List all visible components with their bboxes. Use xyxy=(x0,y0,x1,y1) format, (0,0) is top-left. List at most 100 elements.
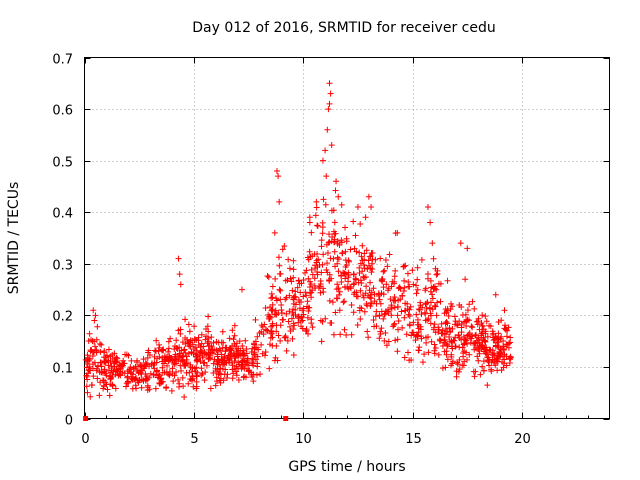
data-point xyxy=(254,353,261,360)
data-point xyxy=(360,294,367,301)
data-point xyxy=(331,219,338,226)
data-point xyxy=(342,275,349,282)
data-point xyxy=(105,346,112,353)
y-axis-label: SRMTID / TECUs xyxy=(6,182,22,295)
data-point xyxy=(342,224,349,231)
baseline-marker xyxy=(83,416,89,421)
data-point xyxy=(147,370,154,377)
data-point xyxy=(466,329,473,336)
data-point xyxy=(187,361,194,368)
data-point xyxy=(356,264,363,271)
data-point xyxy=(325,106,332,113)
data-point xyxy=(254,333,261,340)
y-tick-label: 0.4 xyxy=(52,207,73,222)
data-point xyxy=(257,371,264,378)
data-point xyxy=(354,293,361,300)
data-point xyxy=(193,378,200,385)
data-point xyxy=(451,321,458,328)
data-point xyxy=(268,323,275,330)
data-point xyxy=(176,271,183,278)
data-point xyxy=(474,321,481,328)
data-point xyxy=(361,256,368,263)
data-point xyxy=(323,266,330,273)
data-point xyxy=(422,317,429,324)
data-point xyxy=(442,306,449,313)
data-point xyxy=(207,385,214,392)
data-point xyxy=(395,285,402,292)
data-point xyxy=(438,320,445,327)
data-point xyxy=(414,332,421,339)
data-point xyxy=(444,277,451,284)
data-point xyxy=(213,338,220,345)
data-point xyxy=(383,342,390,349)
data-point xyxy=(288,278,295,285)
data-point xyxy=(251,351,258,358)
data-point xyxy=(423,305,430,312)
data-point xyxy=(413,331,420,338)
data-point xyxy=(128,357,135,364)
data-point xyxy=(502,326,509,333)
data-point xyxy=(380,315,387,322)
data-point xyxy=(253,371,260,378)
data-point xyxy=(145,349,152,356)
data-point xyxy=(495,319,502,326)
data-point xyxy=(456,301,463,308)
data-point xyxy=(165,357,172,364)
data-point xyxy=(363,247,370,254)
data-point xyxy=(429,240,436,247)
data-point xyxy=(381,337,388,344)
data-point xyxy=(302,269,309,276)
data-point xyxy=(390,321,397,328)
data-point xyxy=(473,318,480,325)
data-point xyxy=(442,320,449,327)
data-point xyxy=(198,349,205,356)
data-point xyxy=(436,337,443,344)
data-point xyxy=(308,229,315,236)
data-point xyxy=(210,360,217,367)
data-point xyxy=(151,347,158,354)
data-point xyxy=(333,295,340,302)
data-point xyxy=(338,279,345,286)
data-point xyxy=(192,351,199,358)
data-point xyxy=(367,291,374,298)
data-point xyxy=(429,291,436,298)
data-point xyxy=(203,333,210,340)
data-point xyxy=(466,351,473,358)
data-point xyxy=(479,363,486,370)
data-point xyxy=(274,167,280,174)
data-point xyxy=(358,305,365,312)
data-point xyxy=(288,315,295,322)
data-point xyxy=(455,332,462,339)
data-point xyxy=(416,306,423,313)
data-point xyxy=(108,374,115,381)
data-point xyxy=(277,287,284,294)
data-point xyxy=(342,248,349,255)
data-point xyxy=(448,351,455,358)
data-point xyxy=(173,345,180,352)
data-point xyxy=(106,392,113,399)
data-point xyxy=(493,358,500,365)
data-point xyxy=(96,368,103,375)
data-point xyxy=(97,379,104,386)
data-point xyxy=(252,338,259,345)
data-point xyxy=(328,319,335,326)
data-point xyxy=(308,294,315,301)
data-point xyxy=(312,212,319,219)
data-point xyxy=(218,339,225,346)
data-point xyxy=(290,266,297,273)
data-point xyxy=(401,354,408,361)
data-point xyxy=(229,327,236,334)
data-point xyxy=(501,307,508,314)
data-point xyxy=(336,241,343,248)
data-point xyxy=(113,354,120,361)
data-point xyxy=(219,344,226,351)
data-point xyxy=(180,383,187,390)
data-point xyxy=(330,331,337,338)
data-point xyxy=(86,330,93,337)
data-point xyxy=(276,286,283,293)
data-point xyxy=(231,358,238,365)
data-point xyxy=(171,361,178,368)
data-point xyxy=(94,323,101,330)
data-point xyxy=(269,294,276,301)
